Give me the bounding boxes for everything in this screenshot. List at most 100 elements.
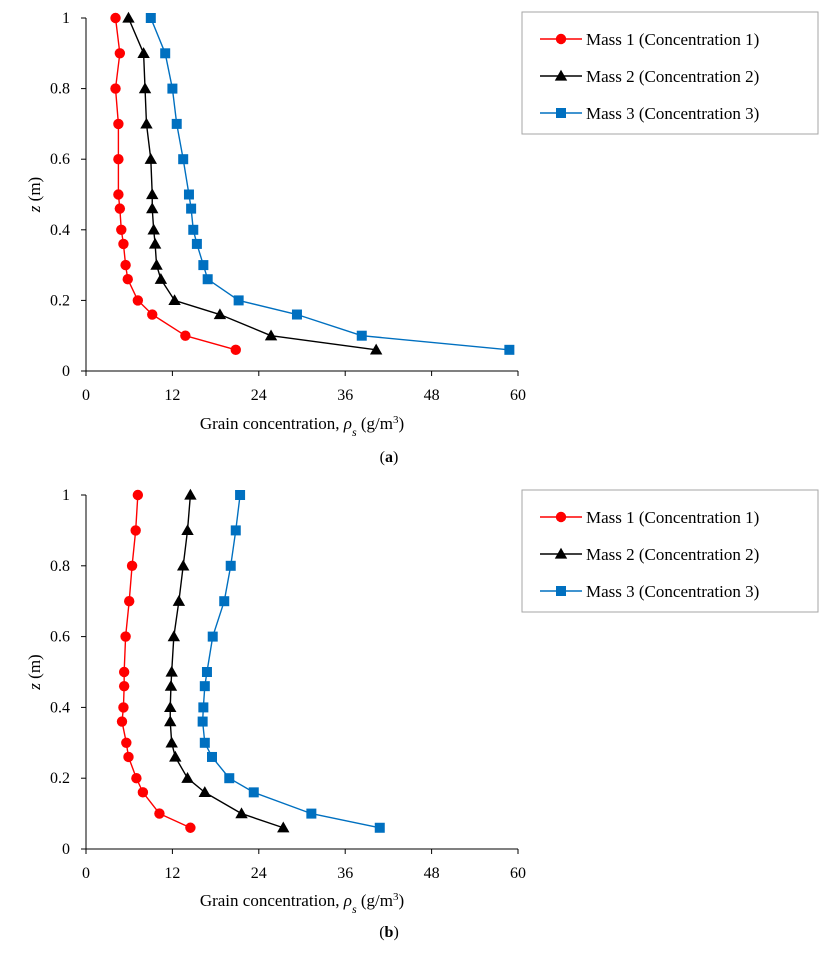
data-point-square-marker [202, 274, 213, 285]
chart-panel-b: 0 12 24 36 48 60 0 0.2 0.4 0.6 0.8 1 Grain concentra… [25, 487, 819, 941]
data-point-circle-marker [132, 295, 144, 306]
data-point-circle-marker [120, 259, 131, 271]
data-point-circle-marker [118, 680, 130, 692]
data-point-circle-marker [116, 716, 128, 727]
data-point-square-marker [199, 681, 210, 692]
y-tick-label: 1 [62, 10, 70, 27]
data-point-triangle-marker [140, 117, 153, 129]
x-tick-label: 24 [251, 387, 267, 404]
legend-item: Mass 3 (Concentration 3) [540, 104, 759, 123]
data-point-circle-marker [185, 822, 196, 833]
data-point-square-marker [356, 330, 367, 341]
data-point-circle-marker [130, 525, 141, 536]
x-axis-title: Grain concentration, ρs (g/m3) [200, 414, 404, 439]
data-point-triangle-marker [146, 188, 159, 200]
data-point-circle-marker [113, 189, 124, 200]
data-point-circle-marker [154, 808, 165, 819]
legend-triangle-marker [554, 69, 568, 81]
data-point-circle-marker [230, 344, 241, 356]
data-point-square-marker [198, 260, 209, 271]
legend-circle-marker [555, 33, 567, 45]
data-point-triangle-marker [146, 202, 159, 214]
data-point-triangle-marker [369, 343, 383, 355]
data-point-triangle-marker [164, 701, 177, 713]
series-1 [110, 12, 241, 356]
data-point-triangle-marker [169, 750, 182, 762]
series-3 [197, 490, 385, 833]
legend-label: Mass 3 (Concentration 3) [586, 582, 759, 601]
y-tick-label: 0.4 [50, 222, 70, 239]
data-point-square-marker [225, 560, 236, 571]
data-point-square-marker [188, 224, 199, 235]
y-tick-label: 0 [62, 841, 70, 858]
y-axis-title: z (m) [25, 654, 44, 690]
y-axis-title: z (m) [25, 177, 44, 213]
series-3 [145, 13, 515, 355]
data-point-square-marker [198, 702, 209, 713]
data-point-circle-marker [147, 309, 158, 320]
y-tick-label: 0.2 [50, 770, 70, 787]
data-point-circle-marker [123, 751, 134, 763]
data-point-circle-marker [110, 83, 121, 94]
x-tick-label: 0 [82, 387, 90, 404]
x-tick-label: 60 [510, 865, 526, 882]
data-point-circle-marker [114, 203, 126, 214]
legend-circle-marker [555, 511, 567, 523]
data-point-square-marker [233, 295, 244, 306]
series-1 [116, 489, 196, 833]
data-point-triangle-marker [150, 258, 163, 270]
data-point-circle-marker [120, 631, 131, 642]
data-point-square-marker [374, 822, 385, 833]
data-point-square-marker [224, 773, 235, 784]
data-point-square-marker [248, 787, 259, 798]
data-point-square-marker [235, 490, 246, 500]
data-point-square-marker [230, 525, 241, 536]
y-tick-label: 0.6 [50, 629, 70, 646]
legend-item: Mass 1 (Concentration 1) [540, 508, 759, 527]
data-point-square-marker [219, 596, 230, 607]
data-point-square-marker [145, 13, 156, 23]
data-point-square-marker [291, 309, 302, 320]
x-tick-label: 48 [424, 387, 440, 404]
y-tick-label: 0.4 [50, 699, 70, 716]
data-point-circle-marker [113, 118, 124, 130]
y-tick-label: 0.6 [50, 151, 70, 168]
x-tick-label: 48 [424, 865, 440, 882]
x-tick-label: 0 [82, 865, 90, 882]
legend-square-marker [556, 586, 566, 596]
x-tick-label: 60 [510, 387, 526, 404]
legend: Mass 1 (Concentration 1) Mass 2 (Concentr… [521, 11, 819, 135]
data-point-triangle-marker [177, 559, 190, 571]
data-point-triangle-marker [181, 524, 194, 536]
data-point-triangle-marker [164, 679, 178, 691]
data-point-square-marker [207, 751, 217, 762]
chart-panel-a: 0 12 24 36 48 60 0 0.2 0.4 0.6 0.8 1 Grain concentra… [25, 10, 819, 466]
x-tick-label: 36 [337, 387, 353, 404]
series-2 [164, 488, 290, 833]
data-point-triangle-marker [235, 807, 248, 819]
data-point-square-marker [201, 667, 212, 677]
y-tick-label: 0 [62, 363, 70, 380]
legend-item: Mass 1 (Concentration 1) [540, 30, 759, 49]
data-point-circle-marker [122, 274, 133, 285]
data-point-circle-marker [126, 560, 138, 571]
legend-triangle-marker [554, 547, 568, 559]
data-point-square-marker [199, 737, 210, 748]
legend-label: Mass 1 (Concentration 1) [586, 508, 759, 527]
data-point-triangle-marker [154, 273, 168, 284]
data-point-triangle-marker [137, 47, 150, 58]
data-point-triangle-marker [172, 595, 186, 606]
data-point-triangle-marker [198, 786, 211, 798]
data-point-square-marker [197, 716, 208, 727]
legend: Mass 1 (Concentration 1) Mass 2 (Concentr… [521, 489, 819, 613]
x-tick-label: 36 [337, 865, 353, 882]
data-point-circle-marker [132, 489, 144, 501]
data-point-triangle-marker [147, 223, 160, 235]
data-point-square-marker [171, 118, 182, 129]
data-point-circle-marker [114, 48, 126, 59]
data-point-triangle-marker [165, 736, 178, 748]
x-tick-label: 12 [164, 387, 180, 404]
data-point-circle-marker [110, 12, 121, 24]
data-point-triangle-marker [167, 630, 181, 642]
legend-label: Mass 2 (Concentration 2) [586, 545, 759, 564]
